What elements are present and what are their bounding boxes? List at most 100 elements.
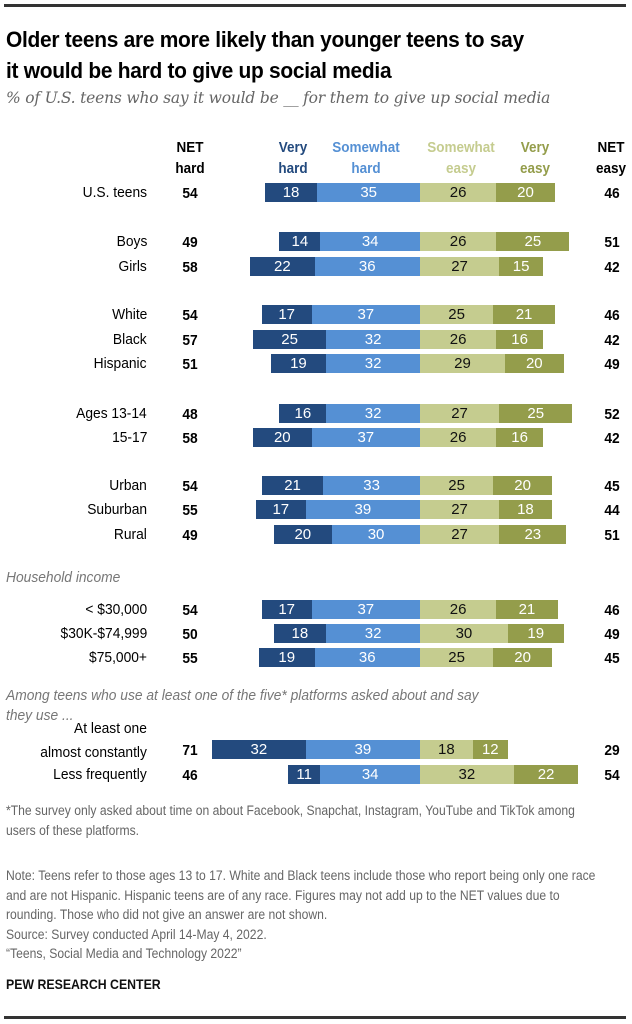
net-easy-value: 49 — [604, 355, 620, 373]
net-easy-value: 42 — [604, 331, 620, 349]
net-easy-value: 45 — [604, 477, 620, 495]
net-hard-value: 55 — [182, 649, 198, 667]
chart-title: Older teens are more likely than younger… — [6, 24, 584, 86]
bar-somewhat-easy: 27 — [420, 525, 500, 544]
bar-somewhat-hard: 32 — [326, 354, 420, 373]
legend-somewhat-hard-line2: hard — [351, 160, 381, 177]
group-label-platforms-line1: Among teens who use at least one of the … — [6, 687, 479, 704]
header-net-easy-line2: easy — [595, 160, 627, 177]
bar-somewhat-easy: 29 — [420, 354, 505, 373]
row-label: U.S. teens — [82, 183, 147, 201]
net-easy-value: 46 — [604, 601, 620, 619]
row-label: Ages 13-14 — [76, 404, 147, 422]
net-hard-value: 51 — [182, 355, 198, 373]
bar-very-hard: 20 — [273, 525, 333, 544]
bar-very-hard: 20 — [253, 428, 312, 447]
net-hard-value: 48 — [182, 405, 198, 423]
bar-somewhat-easy: 30 — [420, 624, 508, 643]
bar-very-hard: 21 — [261, 476, 324, 495]
bar-very-hard: 25 — [253, 330, 327, 349]
bar-somewhat-easy: 26 — [420, 428, 497, 447]
row-label: $75,000+ — [89, 648, 147, 666]
bar-somewhat-hard: 35 — [317, 183, 420, 202]
bar-very-easy: 12 — [472, 740, 508, 759]
bar-somewhat-hard: 32 — [326, 404, 420, 423]
row-label: Black — [113, 330, 147, 348]
bar-very-hard: 18 — [273, 624, 327, 643]
bar-very-easy: 20 — [493, 648, 552, 667]
net-easy-value: 54 — [604, 766, 620, 784]
footnote-note: Note: Teens refer to those ages 13 to 17… — [6, 866, 600, 964]
net-easy-value: 51 — [604, 233, 620, 251]
bar-very-easy: 16 — [496, 330, 544, 349]
net-hard-value: 54 — [182, 477, 198, 495]
bar-very-hard: 22 — [250, 257, 315, 276]
title-line-2: it would be hard to give up social media — [6, 58, 392, 83]
legend-very-hard: Very hard — [278, 137, 307, 179]
report-title: “Teens, Social Media and Technology 2022… — [6, 946, 242, 961]
bar-very-hard: 32 — [212, 740, 306, 759]
net-hard-value: 55 — [182, 501, 198, 519]
group-label-platforms-line2: they use ... — [6, 707, 74, 724]
bar-very-hard: 14 — [279, 232, 321, 251]
bar-very-easy: 15 — [499, 257, 544, 276]
bar-somewhat-hard: 34 — [320, 232, 420, 251]
bar-very-easy: 21 — [493, 305, 555, 324]
bar-very-hard: 17 — [255, 500, 306, 519]
row-label-line-1: At least one — [74, 719, 147, 737]
bar-very-easy: 20 — [505, 354, 564, 373]
bar-very-easy: 20 — [496, 183, 555, 202]
group-label-income: Household income — [6, 569, 121, 586]
bar-very-easy: 21 — [496, 600, 558, 619]
header-net-easy-line1: NET — [597, 139, 625, 156]
net-hard-value: 50 — [182, 625, 198, 643]
footnote-asterisk: *The survey only asked about time on abo… — [6, 803, 575, 838]
legend-somewhat-hard-line1: Somewhat — [332, 139, 400, 156]
bar-very-easy: 19 — [507, 624, 564, 643]
row-label: At least one almost constantly — [40, 717, 147, 765]
net-hard-value: 54 — [182, 601, 198, 619]
net-easy-value: 42 — [604, 258, 620, 276]
row-label: 15-17 — [111, 428, 147, 446]
net-easy-value: 52 — [604, 405, 620, 423]
bar-somewhat-easy: 25 — [420, 648, 494, 667]
row-label: Less frequently — [53, 765, 147, 783]
bar-somewhat-hard: 39 — [305, 740, 420, 759]
row-label: Hispanic — [94, 354, 147, 372]
legend-somewhat-easy: Somewhat easy — [427, 137, 495, 179]
bar-very-hard: 19 — [258, 648, 315, 667]
bar-very-easy: 18 — [499, 500, 552, 519]
bar-somewhat-hard: 34 — [320, 765, 420, 784]
net-easy-value: 29 — [604, 741, 620, 759]
row-label-line-2: almost constantly — [40, 743, 147, 761]
bar-somewhat-hard: 36 — [314, 257, 420, 276]
header-net-hard-line2: hard — [175, 160, 205, 177]
bar-very-easy: 25 — [499, 404, 573, 423]
row-label: $30K-$74,999 — [60, 624, 147, 642]
bar-somewhat-hard: 37 — [311, 600, 420, 619]
bar-somewhat-hard: 37 — [311, 305, 420, 324]
net-hard-value: 49 — [182, 233, 198, 251]
bar-very-hard: 16 — [279, 404, 327, 423]
net-easy-value: 44 — [604, 501, 620, 519]
bar-somewhat-hard: 37 — [311, 428, 420, 447]
bar-somewhat-easy: 26 — [420, 232, 497, 251]
net-easy-value: 51 — [604, 526, 620, 544]
net-hard-value: 46 — [182, 766, 198, 784]
top-rule — [4, 4, 626, 7]
bar-somewhat-easy: 26 — [420, 183, 497, 202]
bar-somewhat-easy: 32 — [420, 765, 514, 784]
legend-very-hard-line1: Very — [278, 139, 308, 156]
net-hard-value: 54 — [182, 306, 198, 324]
net-hard-value: 49 — [182, 526, 198, 544]
row-label: < $30,000 — [85, 600, 147, 618]
note-text: Note: Teens refer to those ages 13 to 17… — [6, 868, 596, 922]
bar-somewhat-hard: 36 — [314, 648, 420, 667]
legend-somewhat-hard: Somewhat hard — [332, 137, 400, 179]
source-text: Source: Survey conducted April 14-May 4,… — [6, 926, 267, 942]
bar-somewhat-easy: 25 — [420, 305, 494, 324]
net-easy-value: 46 — [604, 184, 620, 202]
net-hard-value: 58 — [182, 258, 198, 276]
bar-very-easy: 22 — [513, 765, 579, 784]
bar-somewhat-easy: 18 — [420, 740, 473, 759]
